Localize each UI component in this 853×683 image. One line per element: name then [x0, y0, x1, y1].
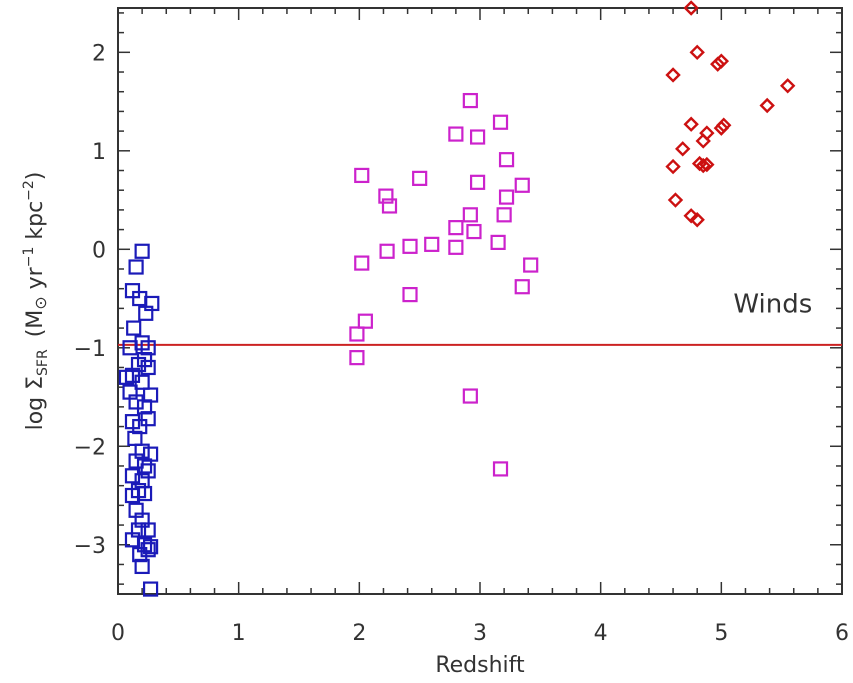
square-point: [134, 558, 150, 575]
x-tick-label: 6: [835, 621, 849, 646]
square-point: [140, 340, 156, 356]
square-point: [140, 542, 156, 558]
diamond-point: [713, 53, 730, 69]
square-point: [140, 522, 156, 538]
square-point: [349, 326, 365, 342]
diamond-point: [710, 56, 726, 72]
square-point: [498, 152, 515, 168]
y-tick-label: −3: [74, 534, 106, 559]
diamond-point: [683, 116, 699, 132]
square-point: [469, 174, 486, 190]
square-point: [496, 207, 512, 223]
square-point: [349, 350, 365, 366]
winds-annotation: Winds: [733, 289, 812, 319]
diamond-point: [716, 117, 732, 133]
diamond-point: [683, 0, 699, 16]
y-tick-label: −1: [74, 337, 106, 362]
square-point: [134, 243, 150, 259]
square-point: [354, 167, 370, 184]
square-point: [402, 238, 418, 254]
square-point: [354, 255, 370, 271]
square-point: [126, 320, 142, 336]
square-point: [381, 198, 398, 214]
square-point: [128, 394, 144, 410]
diamond-point: [689, 44, 705, 61]
square-point: [514, 177, 530, 193]
x-tick-label: 3: [473, 621, 487, 646]
y-tick-label: −2: [74, 435, 106, 460]
square-point: [498, 189, 515, 205]
diamond-point: [665, 67, 681, 83]
diamond-point: [759, 97, 775, 114]
square-point: [412, 170, 428, 186]
square-point: [448, 220, 464, 236]
square-point: [136, 458, 153, 474]
x-tick-label: 0: [111, 621, 125, 646]
x-tick-label: 4: [594, 621, 608, 646]
square-point: [466, 223, 482, 240]
square-point: [462, 92, 478, 109]
diamond-point: [780, 78, 796, 94]
tick-group: [117, 8, 843, 594]
square-point: [424, 236, 440, 252]
square-point: [462, 207, 478, 223]
square-point: [134, 374, 150, 390]
y-tick-label: 2: [92, 41, 106, 66]
x-tick-labels: 0 1 2 3 4 5 6: [111, 621, 849, 646]
square-point: [132, 418, 148, 435]
y-tick-label: 1: [92, 140, 106, 165]
square-point: [378, 188, 394, 204]
square-point: [122, 340, 138, 356]
square-point: [140, 359, 156, 376]
square-point: [490, 234, 506, 250]
square-point: [402, 286, 418, 303]
square-point: [124, 468, 141, 484]
square-point: [357, 313, 373, 329]
diamond-point: [667, 192, 684, 208]
x-tick-label: 2: [352, 621, 366, 646]
diamond-point: [699, 125, 715, 141]
square-point: [142, 581, 159, 597]
diamond-point: [689, 212, 705, 228]
diamond-point: [665, 158, 681, 175]
square-point: [140, 463, 156, 479]
square-point: [492, 461, 509, 477]
y-tick-labels: −3 −2 −1 0 1 2: [74, 41, 106, 558]
square-point: [128, 453, 144, 469]
square-point: [140, 411, 156, 427]
square-point: [523, 257, 539, 273]
square-point: [379, 243, 395, 259]
diamond-point: [675, 141, 691, 157]
square-point: [448, 126, 464, 142]
data-points: [118, 0, 796, 597]
square-point: [514, 279, 530, 295]
diamond-point: [683, 208, 699, 224]
square-point: [128, 259, 144, 275]
diamond-point: [699, 156, 715, 173]
square-point: [136, 485, 153, 502]
square-point: [492, 114, 509, 130]
square-point: [462, 388, 478, 404]
diamond-point: [691, 155, 708, 172]
x-axis-title: Redshift: [435, 653, 525, 678]
square-point: [142, 387, 159, 403]
y-axis-title: log ΣSFR(M⊙ yr−1 kpc−2): [21, 172, 51, 431]
square-point: [138, 305, 154, 321]
x-tick-label: 5: [714, 621, 728, 646]
y-tick-label: 0: [92, 238, 106, 263]
square-point: [469, 129, 486, 145]
square-point: [132, 547, 148, 563]
square-point: [142, 539, 159, 555]
square-point: [448, 239, 464, 255]
x-tick-label: 1: [232, 621, 246, 646]
